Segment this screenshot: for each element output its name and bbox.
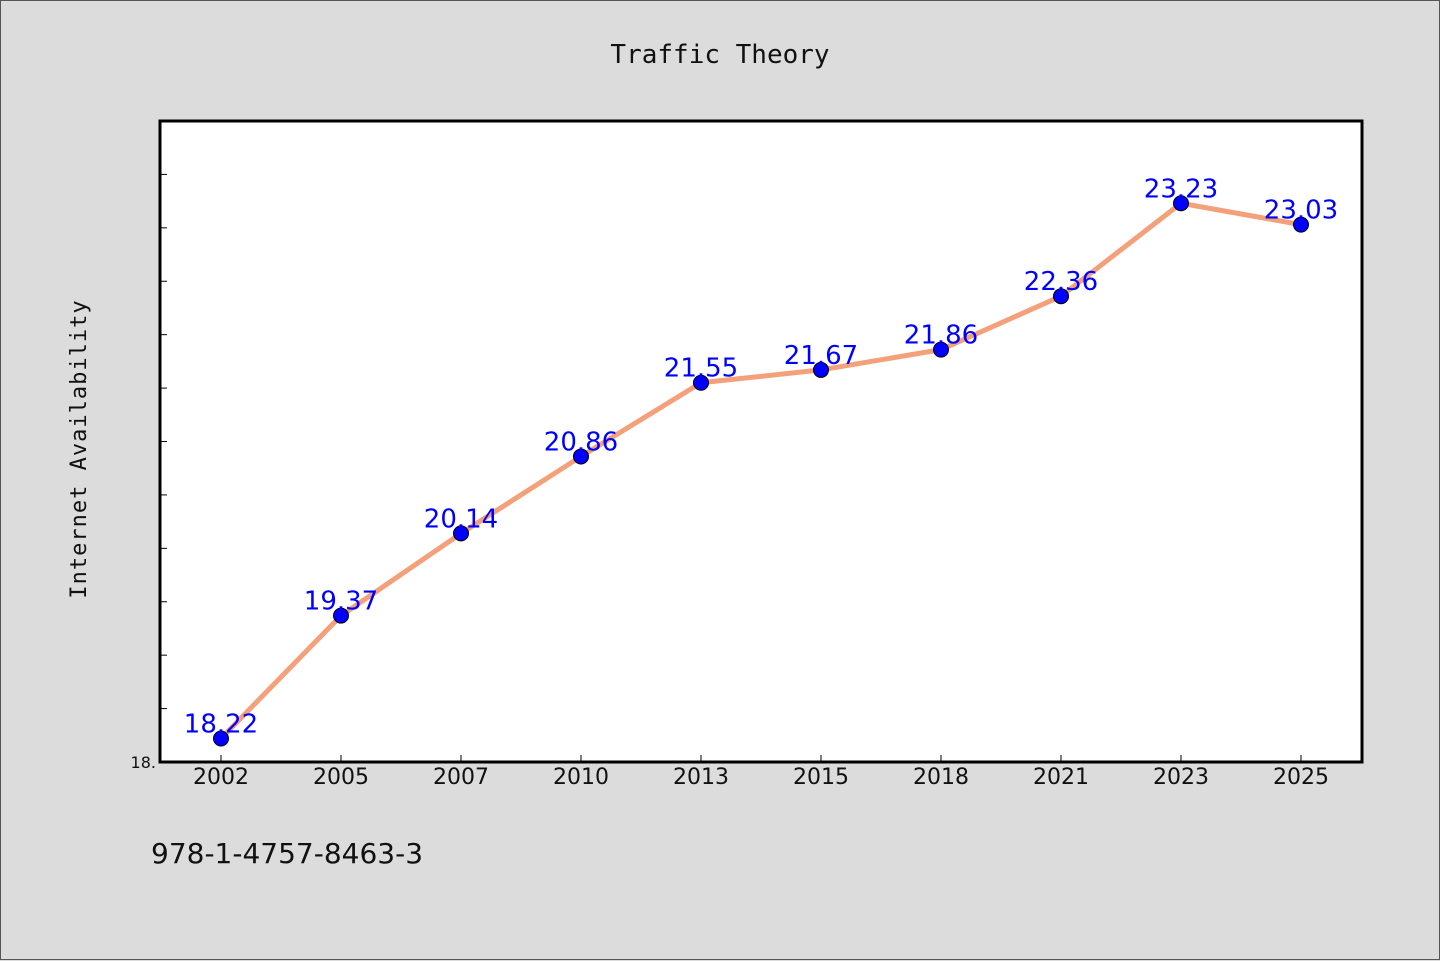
- chart-title: Traffic Theory: [610, 40, 829, 70]
- data-label: 22.36: [1024, 267, 1098, 297]
- data-point: [333, 607, 349, 624]
- data-label: 18.22: [184, 709, 258, 739]
- series-line: [218, 200, 1304, 741]
- x-tick-label: 2015: [793, 765, 849, 790]
- x-tick-label: 2023: [1153, 765, 1209, 790]
- y-tick-label: 18.: [131, 753, 156, 772]
- x-tick-label: 2007: [433, 765, 489, 790]
- data-label: 23.23: [1144, 174, 1218, 204]
- data-point: [213, 730, 229, 747]
- x-tick-label: 2010: [553, 765, 609, 790]
- axis-ticks: 18. 2002 2005 2007 2010 2013 2015 2018 2021 2023 2…: [131, 120, 1329, 790]
- data-label: 21.86: [904, 321, 978, 351]
- x-tick-label: 2018: [913, 765, 969, 790]
- data-label: 20.14: [424, 504, 498, 534]
- data-point: [573, 448, 589, 465]
- data-point: [1053, 288, 1069, 305]
- x-tick-label: 2002: [193, 765, 249, 790]
- data-point: [693, 374, 709, 391]
- data-label: 21.55: [664, 354, 738, 384]
- data-label: 19.37: [304, 587, 378, 617]
- x-tick-label: 2025: [1273, 765, 1329, 790]
- data-point: [453, 525, 469, 542]
- y-axis-label: Internet Availability: [67, 299, 92, 598]
- data-point: [813, 361, 829, 378]
- x-tick-label: 2013: [673, 765, 729, 790]
- data-label: 20.86: [544, 427, 618, 457]
- data-point: [1173, 195, 1189, 212]
- data-point: [1293, 216, 1309, 233]
- isbn-footer: 978-1-4757-8463-3: [151, 837, 423, 870]
- x-tick-label: 2005: [313, 765, 369, 790]
- x-tick-label: 2021: [1033, 765, 1089, 790]
- data-label: 23.03: [1264, 196, 1338, 226]
- data-point: [933, 341, 949, 358]
- series-layer: 18.22 19.37 20.14 20.86 21.55 21.67 21.86 22.36…: [184, 174, 1338, 747]
- data-label: 21.67: [784, 341, 858, 371]
- plot-area: [158, 119, 1364, 764]
